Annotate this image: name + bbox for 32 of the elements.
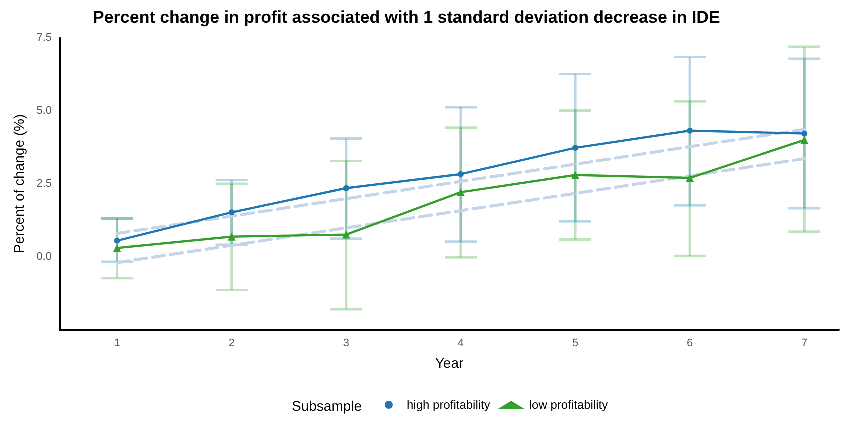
legend-title: Subsample [292, 398, 362, 414]
point [342, 230, 350, 239]
x-tick-label: 1 [114, 338, 120, 350]
point [456, 188, 465, 196]
point [686, 174, 694, 182]
x-tick-label: 3 [343, 338, 350, 350]
x-tick-label: 2 [228, 338, 235, 350]
point [228, 210, 235, 216]
y-tick-label: 2.5 [36, 178, 52, 190]
point [687, 128, 694, 134]
x-tick-label: 7 [802, 338, 808, 350]
point [572, 171, 580, 180]
point [458, 171, 464, 178]
y-tick-label: 7.5 [36, 32, 52, 44]
point [114, 238, 120, 244]
y-tick-label: 0.0 [36, 251, 52, 263]
legend-label: low profitability [529, 398, 608, 412]
point [228, 232, 236, 241]
line-series [116, 157, 806, 264]
y-axis-title: Percent of change (%) [10, 114, 27, 254]
x-tick-label: 6 [687, 338, 694, 350]
x-axis-title: Year [435, 355, 464, 371]
point [802, 130, 808, 137]
point [343, 185, 350, 192]
chart-title: Percent change in profit associated with 1 standard deviation decrease in IDE [93, 8, 720, 27]
y-tick-label: 5.0 [36, 105, 52, 117]
x-tick-label: 5 [572, 338, 579, 350]
legend-label: high profitability [407, 398, 490, 412]
point [800, 136, 809, 144]
x-tick-label: 4 [458, 338, 464, 350]
point [113, 244, 122, 252]
point [572, 145, 579, 152]
